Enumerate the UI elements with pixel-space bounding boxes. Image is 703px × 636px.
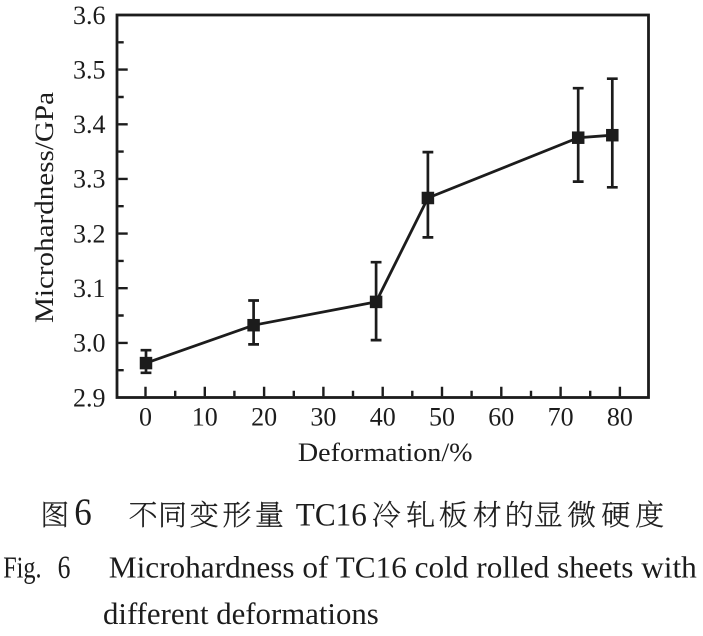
- svg-text:different deformations: different deformations: [103, 596, 379, 631]
- svg-text:Deformation/%: Deformation/%: [298, 438, 473, 467]
- svg-text:3.3: 3.3: [73, 165, 106, 194]
- svg-text:Microhardness/GPa: Microhardness/GPa: [30, 91, 59, 323]
- svg-text:40: 40: [370, 403, 396, 432]
- svg-text:2.9: 2.9: [73, 383, 106, 412]
- svg-text:60: 60: [488, 403, 514, 432]
- svg-text:20: 20: [251, 403, 277, 432]
- svg-text:6: 6: [74, 491, 92, 533]
- svg-text:30: 30: [310, 403, 336, 432]
- svg-text:80: 80: [607, 403, 633, 432]
- svg-text:0: 0: [139, 403, 152, 432]
- svg-text:3.6: 3.6: [73, 1, 106, 30]
- svg-text:3.4: 3.4: [73, 110, 106, 139]
- svg-text:Microhardness of TC16 cold rol: Microhardness of TC16 cold rolled sheets…: [109, 550, 697, 585]
- svg-text:3.2: 3.2: [73, 219, 106, 248]
- svg-text:10: 10: [192, 403, 218, 432]
- svg-text:3.0: 3.0: [73, 329, 106, 358]
- svg-text:70: 70: [548, 403, 574, 432]
- svg-text:6: 6: [58, 550, 71, 586]
- svg-text:3.5: 3.5: [73, 55, 106, 84]
- svg-text:3.1: 3.1: [73, 274, 106, 303]
- svg-text:Fig.: Fig.: [3, 550, 41, 585]
- svg-text:TC16: TC16: [296, 498, 367, 534]
- svg-text:50: 50: [429, 403, 455, 432]
